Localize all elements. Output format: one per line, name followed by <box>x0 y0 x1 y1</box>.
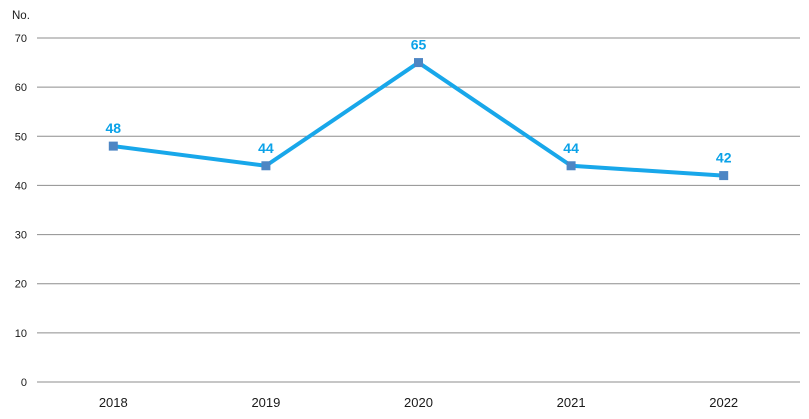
data-point-marker <box>108 141 118 151</box>
y-tick-label: 0 <box>21 377 27 389</box>
y-tick-label: 60 <box>15 82 27 94</box>
x-tick-label: 2018 <box>99 395 128 410</box>
y-tick-label: 30 <box>15 230 27 242</box>
y-tick-label: 10 <box>15 328 27 340</box>
y-axis-title: No. <box>12 10 30 22</box>
data-point-marker <box>566 161 576 171</box>
y-tick-label: 20 <box>15 279 27 291</box>
data-label: 44 <box>563 140 579 156</box>
data-point-marker <box>719 171 729 181</box>
y-tick-label: 50 <box>15 131 27 143</box>
series-line <box>111 60 726 178</box>
y-tick-label: 70 <box>15 33 27 45</box>
data-point-marker <box>261 161 271 171</box>
x-tick-label: 2022 <box>709 395 738 410</box>
y-tick-label: 40 <box>15 180 27 192</box>
data-label: 48 <box>106 120 122 136</box>
x-tick-label: 2021 <box>557 395 586 410</box>
data-label: 42 <box>716 150 732 166</box>
data-label: 44 <box>258 140 274 156</box>
x-tick-label: 2019 <box>251 395 280 410</box>
data-point-marker <box>414 58 423 68</box>
data-label: 65 <box>411 37 427 53</box>
x-tick-label: 2020 <box>404 395 433 410</box>
